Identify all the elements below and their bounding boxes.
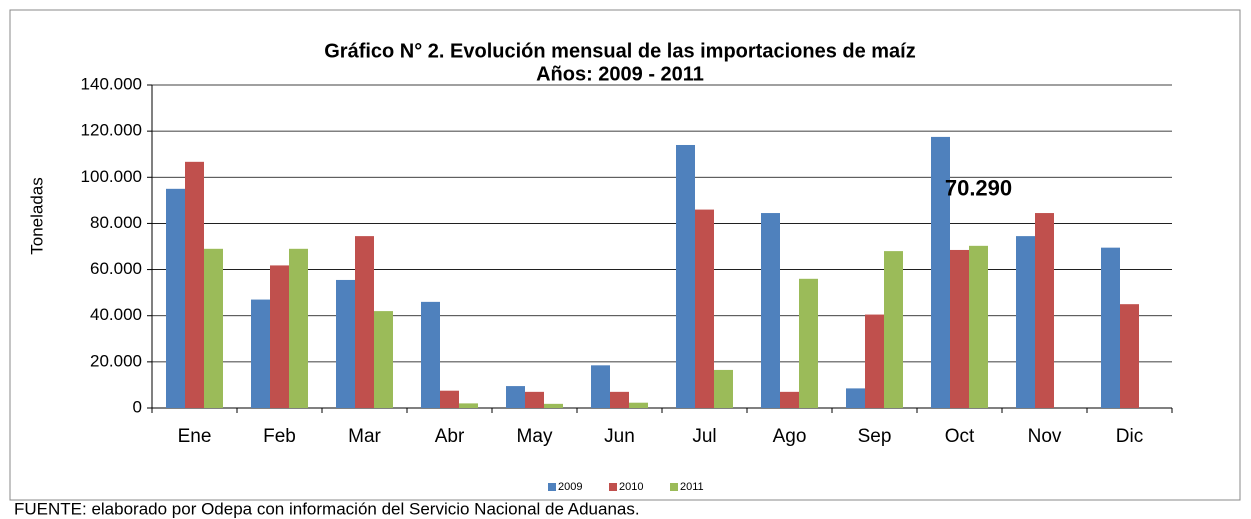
x-tick-label: Jul <box>692 426 716 447</box>
source-note: FUENTE: elaborado por Odepa con informac… <box>14 499 640 518</box>
x-tick-label: Nov <box>1028 426 1062 447</box>
bar <box>799 278 818 408</box>
bar <box>1016 236 1035 408</box>
bar <box>884 251 903 408</box>
legend-swatch <box>548 483 556 491</box>
bar <box>166 188 185 408</box>
bar <box>185 161 204 408</box>
bar <box>506 386 525 408</box>
bar <box>374 311 393 408</box>
x-tick-label: Jun <box>604 426 635 447</box>
y-tick-label: 0 <box>133 397 142 416</box>
chart-subtitle: Años: 2009 - 2011 <box>536 63 704 85</box>
bar <box>289 248 308 408</box>
bar <box>525 391 544 408</box>
bar <box>1101 247 1120 408</box>
x-tick-label: May <box>517 426 553 447</box>
bar <box>459 403 478 408</box>
bar <box>676 144 695 408</box>
bar <box>714 369 733 408</box>
legend-swatch <box>609 483 617 491</box>
bar <box>865 314 884 408</box>
y-tick-label: 120.000 <box>81 121 142 140</box>
y-tick-label: 60.000 <box>90 259 142 278</box>
x-tick-label: Feb <box>263 426 296 447</box>
x-tick-label: Abr <box>435 426 465 447</box>
x-tick-label: Mar <box>348 426 381 447</box>
bar <box>336 279 355 408</box>
legend-swatch <box>670 483 678 491</box>
bar <box>1035 213 1054 408</box>
bar <box>270 265 289 408</box>
x-tick-label: Dic <box>1116 426 1143 447</box>
x-tick-label: Ago <box>773 426 807 447</box>
bar <box>780 391 799 408</box>
chart-title: Gráfico N° 2. Evolución mensual de las i… <box>324 40 916 62</box>
bar <box>440 390 459 408</box>
bar <box>695 209 714 408</box>
bar <box>355 236 374 408</box>
x-tick-label: Oct <box>945 426 975 447</box>
y-tick-label: 140.000 <box>81 74 142 93</box>
bar <box>1120 304 1139 408</box>
y-tick-label: 100.000 <box>81 167 142 186</box>
legend-label: 2009 <box>558 481 582 493</box>
bar <box>969 245 988 408</box>
chart-frame <box>9 9 1241 501</box>
bar <box>591 365 610 408</box>
bar <box>610 391 629 408</box>
y-axis-label: Toneladas <box>27 177 46 255</box>
y-tick-label: 20.000 <box>90 351 142 370</box>
x-tick-label: Ene <box>178 426 212 447</box>
bar <box>931 136 950 409</box>
y-tick-label: 40.000 <box>90 305 142 324</box>
y-tick-label: 80.000 <box>90 213 142 232</box>
bar <box>629 402 648 408</box>
bar <box>204 248 223 408</box>
bar <box>761 213 780 408</box>
bar <box>950 249 969 408</box>
bar <box>421 301 440 408</box>
value-label: 70.290 <box>945 176 1012 201</box>
bar <box>544 403 563 408</box>
legend-label: 2011 <box>680 481 704 493</box>
legend-label: 2010 <box>619 481 643 493</box>
x-tick-label: Sep <box>858 426 892 447</box>
bar <box>846 388 865 408</box>
bar <box>251 299 270 408</box>
